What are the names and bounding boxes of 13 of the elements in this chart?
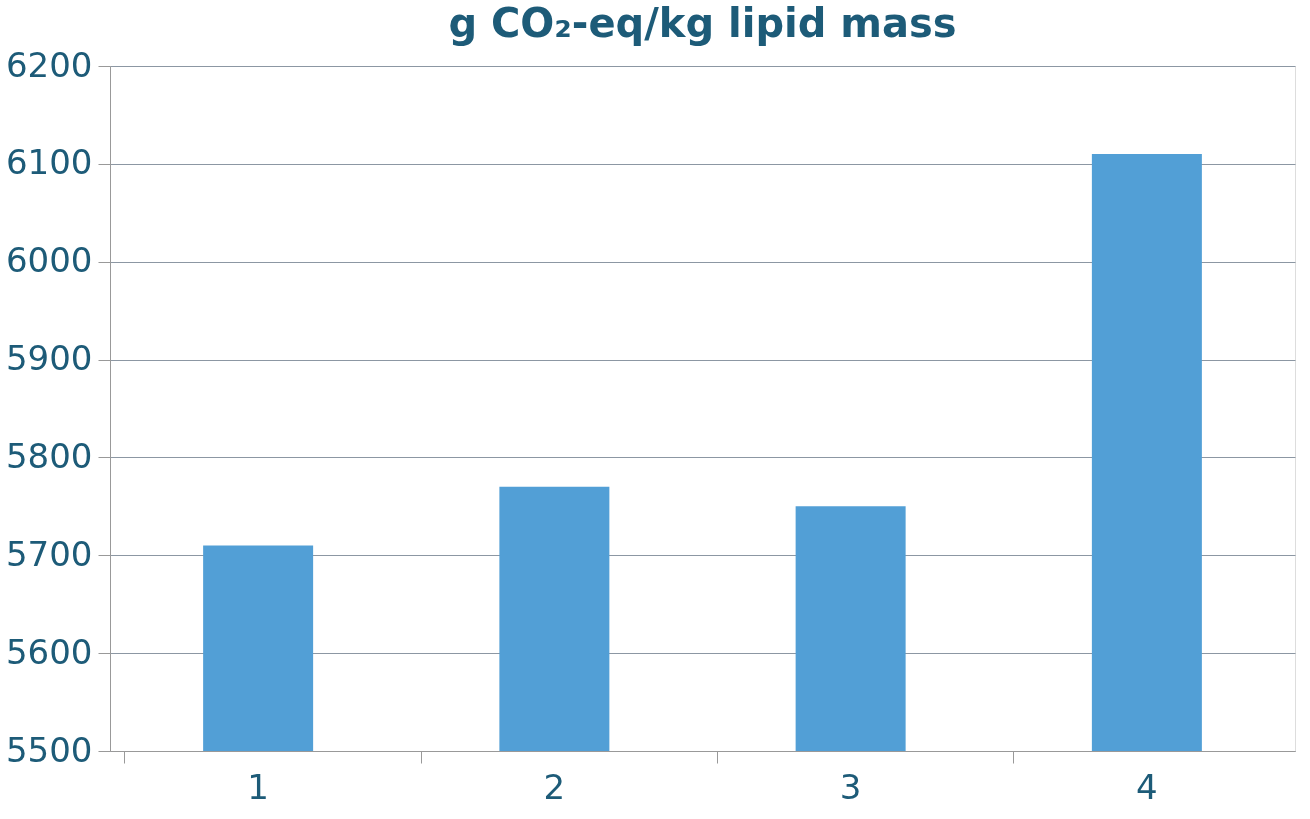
y-tick-label: 5700 [5, 533, 93, 574]
chart-title: g CO₂-eq/kg lipid mass [448, 0, 957, 46]
y-tick-label: 6000 [5, 240, 93, 281]
x-tick-label: 1 [247, 766, 269, 807]
y-tick-label: 6200 [5, 44, 93, 85]
y-tick-label: 5500 [5, 729, 93, 770]
y-tick-label: 5800 [5, 435, 93, 476]
x-tick-label: 2 [543, 766, 566, 807]
x-tick-label: 4 [1136, 766, 1158, 807]
y-tick-label: 6100 [5, 142, 93, 183]
y-tick-label: 5600 [5, 631, 93, 672]
y-tick-label: 5900 [5, 338, 93, 379]
x-tick-label: 3 [839, 766, 862, 807]
